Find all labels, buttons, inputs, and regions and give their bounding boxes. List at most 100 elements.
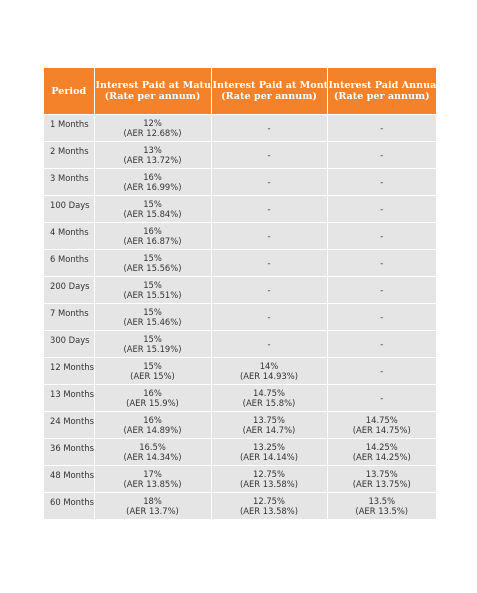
annually-aer-value: (AER 13.75%) bbox=[352, 479, 411, 489]
annually-rate-cell: 14.75% (AER 14.75%) bbox=[327, 411, 436, 439]
maturity-rate-cell: 16% (AER 15.9%) bbox=[94, 384, 212, 412]
annually-rate-cell: - bbox=[327, 168, 436, 196]
annually-rate-value: 14.75% bbox=[365, 414, 398, 425]
maturity-rate-cell: 15% (AER 15.56%) bbox=[94, 249, 212, 277]
annually-rate-cell: - bbox=[327, 222, 436, 250]
period-label: 1 Months bbox=[50, 119, 89, 129]
annually-aer-value: (AER 13.5%) bbox=[355, 506, 409, 516]
header-monthly: Interest Paid at Monthly (Rate per annum… bbox=[211, 68, 328, 115]
maturity-rate-value: 18% bbox=[143, 495, 162, 506]
maturity-aer-value: (AER 16.99%) bbox=[123, 182, 182, 192]
maturity-aer-value: (AER 12.68%) bbox=[123, 128, 182, 138]
monthly-rate-cell: 14% (AER 14.93%) bbox=[211, 357, 328, 385]
monthly-rate-cell: 12.75% (AER 13.58%) bbox=[211, 465, 328, 493]
annually-rate-value: 14.25% bbox=[365, 441, 398, 452]
annually-rate-value: - bbox=[380, 311, 384, 322]
period-cell: 6 Months bbox=[44, 249, 95, 277]
monthly-aer-value: (AER 13.58%) bbox=[240, 506, 298, 516]
maturity-aer-value: (AER 13.72%) bbox=[123, 155, 182, 165]
monthly-rate-cell: - bbox=[211, 222, 328, 250]
annually-aer-value: (AER 14.25%) bbox=[352, 452, 411, 462]
table-row: 2 Months 13% (AER 13.72%) - - bbox=[44, 141, 436, 169]
maturity-rate-value: 15% bbox=[143, 306, 162, 317]
annually-rate-value: - bbox=[380, 365, 384, 376]
annually-rate-value: - bbox=[380, 149, 384, 160]
maturity-rate-value: 15% bbox=[143, 252, 162, 263]
annually-rate-value: - bbox=[380, 122, 384, 133]
maturity-rate-cell: 16% (AER 14.89%) bbox=[94, 411, 212, 439]
annually-rate-cell: - bbox=[327, 384, 436, 412]
monthly-rate-value: - bbox=[267, 230, 271, 241]
header-monthly-title: Interest Paid at Monthly bbox=[212, 80, 327, 91]
annually-rate-cell: - bbox=[327, 357, 436, 385]
period-cell: 2 Months bbox=[44, 141, 95, 169]
maturity-rate-cell: 16% (AER 16.87%) bbox=[94, 222, 212, 250]
period-label: 6 Months bbox=[50, 254, 89, 264]
maturity-aer-value: (AER 13.7%) bbox=[126, 506, 179, 516]
period-label: 12 Months bbox=[50, 362, 94, 372]
maturity-rate-value: 12% bbox=[143, 117, 162, 128]
maturity-rate-cell: 16% (AER 16.99%) bbox=[94, 168, 212, 196]
monthly-rate-value: 12.75% bbox=[253, 495, 285, 506]
period-cell: 3 Months bbox=[44, 168, 95, 196]
maturity-rate-value: 15% bbox=[143, 333, 162, 344]
maturity-aer-value: (AER 15.19%) bbox=[123, 344, 182, 354]
header-maturity-subtitle: (Rate per annum) bbox=[104, 91, 201, 102]
monthly-rate-value: - bbox=[267, 176, 271, 187]
maturity-rate-cell: 16.5% (AER 14.34%) bbox=[94, 438, 212, 466]
maturity-rate-value: 16% bbox=[143, 171, 162, 182]
period-cell: 7 Months bbox=[44, 303, 95, 331]
period-label: 200 Days bbox=[50, 281, 90, 291]
header-period: Period bbox=[44, 68, 95, 115]
period-cell: 4 Months bbox=[44, 222, 95, 250]
annually-rate-cell: - bbox=[327, 330, 436, 358]
period-label: 7 Months bbox=[50, 308, 89, 318]
period-label: 100 Days bbox=[50, 200, 90, 210]
annually-rate-cell: - bbox=[327, 249, 436, 277]
monthly-rate-value: - bbox=[267, 311, 271, 322]
monthly-rate-cell: - bbox=[211, 195, 328, 223]
period-cell: 13 Months bbox=[44, 384, 95, 412]
monthly-rate-value: 13.25% bbox=[253, 441, 285, 452]
monthly-rate-value: - bbox=[267, 149, 271, 160]
maturity-aer-value: (AER 14.89%) bbox=[123, 425, 182, 435]
table-body: 1 Months 12% (AER 12.68%) - -2 Months 13% (AER… bbox=[44, 114, 436, 519]
annually-rate-cell: - bbox=[327, 276, 436, 304]
maturity-aer-value: (AER 15%) bbox=[130, 371, 175, 381]
monthly-rate-value: - bbox=[267, 257, 271, 268]
monthly-rate-value: - bbox=[267, 203, 271, 214]
monthly-rate-value: 12.75% bbox=[253, 468, 285, 479]
period-label: 3 Months bbox=[50, 173, 89, 183]
table-row: 36 Months 16.5% (AER 14.34%) 13.25% (AER 14.… bbox=[44, 438, 436, 466]
monthly-aer-value: (AER 15.8%) bbox=[242, 398, 296, 408]
maturity-rate-value: 15% bbox=[143, 279, 162, 290]
monthly-rate-cell: 12.75% (AER 13.58%) bbox=[211, 492, 328, 519]
annually-rate-value: - bbox=[380, 392, 384, 403]
maturity-aer-value: (AER 13.85%) bbox=[123, 479, 182, 489]
maturity-rate-cell: 17% (AER 13.85%) bbox=[94, 465, 212, 493]
monthly-rate-cell: - bbox=[211, 114, 328, 142]
annually-rate-value: - bbox=[380, 203, 384, 214]
maturity-aer-value: (AER 15.84%) bbox=[123, 209, 182, 219]
table-row: 60 Months 18% (AER 13.7%) 12.75% (AER 13.58%… bbox=[44, 492, 436, 519]
table-row: 1 Months 12% (AER 12.68%) - - bbox=[44, 114, 436, 142]
maturity-rate-value: 13% bbox=[143, 144, 162, 155]
maturity-aer-value: (AER 15.9%) bbox=[126, 398, 179, 408]
monthly-aer-value: (AER 14.93%) bbox=[240, 371, 298, 381]
period-cell: 12 Months bbox=[44, 357, 95, 385]
monthly-rate-value: 14.75% bbox=[253, 387, 285, 398]
period-cell: 24 Months bbox=[44, 411, 95, 439]
maturity-rate-value: 15% bbox=[143, 198, 162, 209]
period-label: 2 Months bbox=[50, 146, 89, 156]
table-row: 300 Days 15% (AER 15.19%) - - bbox=[44, 330, 436, 358]
maturity-rate-value: 16.5% bbox=[139, 441, 166, 452]
maturity-aer-value: (AER 15.51%) bbox=[123, 290, 182, 300]
maturity-rate-value: 16% bbox=[143, 387, 162, 398]
period-cell: 36 Months bbox=[44, 438, 95, 466]
table-row: 100 Days 15% (AER 15.84%) - - bbox=[44, 195, 436, 223]
header-annually-subtitle: (Rate per annum) bbox=[333, 91, 430, 102]
period-cell: 1 Months bbox=[44, 114, 95, 142]
period-cell: 60 Months bbox=[44, 492, 95, 519]
maturity-rate-cell: 13% (AER 13.72%) bbox=[94, 141, 212, 169]
annually-rate-value: - bbox=[380, 230, 384, 241]
